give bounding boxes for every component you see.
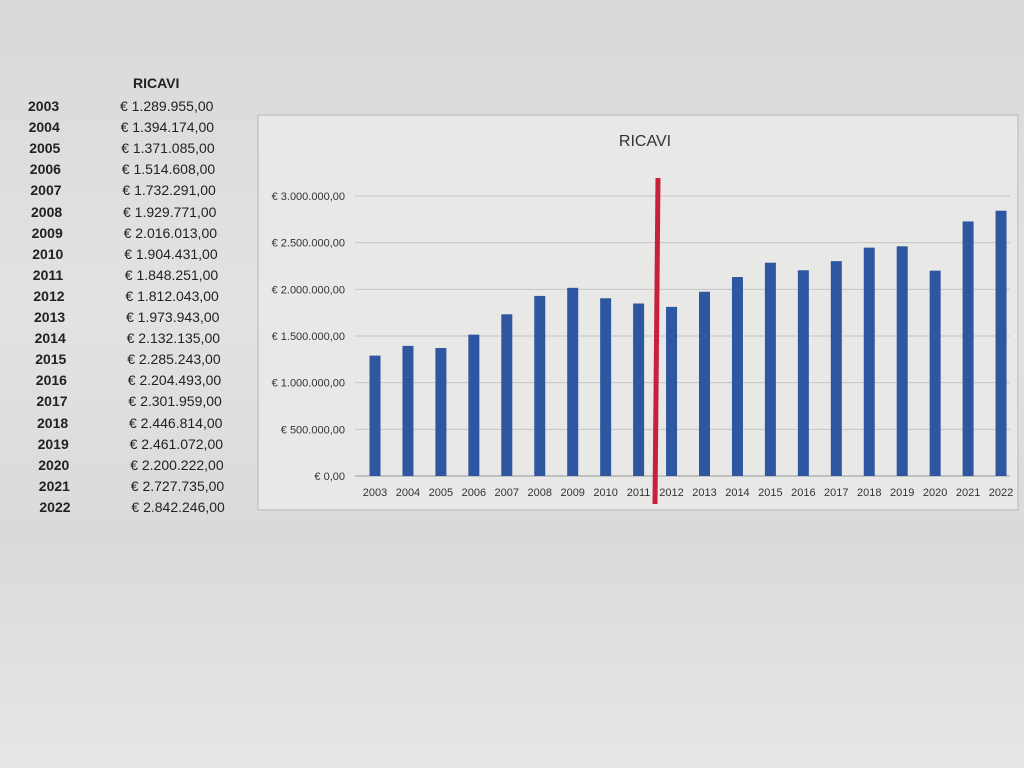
- red-marker-line: [652, 177, 661, 505]
- table-value: € 2.461.072,00: [129, 435, 224, 452]
- table-year: 2007: [30, 182, 62, 199]
- table-year: 2015: [35, 351, 67, 368]
- table-value: € 2.301.959,00: [128, 393, 222, 410]
- table-year: 2014: [34, 330, 66, 347]
- y-tick-label: € 1.500.000,00: [272, 331, 345, 343]
- x-tick-label: 2016: [791, 487, 815, 499]
- bar-2014: [731, 277, 743, 476]
- bar-2018: [863, 247, 875, 476]
- x-tick-label: 2020: [923, 487, 947, 499]
- table-value: € 2.727.735,00: [130, 477, 225, 494]
- table-value: € 1.514.608,00: [121, 161, 216, 178]
- table-value: € 1.904.431,00: [124, 245, 218, 262]
- table-value: € 1.848.251,00: [124, 266, 219, 283]
- x-tick-label: 2021: [956, 487, 980, 499]
- bar-2004: [402, 345, 414, 476]
- table-year: 2016: [35, 372, 67, 389]
- bar-2016: [797, 270, 809, 476]
- x-tick-label: 2014: [725, 487, 749, 499]
- x-tick-label: 2017: [824, 487, 848, 499]
- table-value: € 2.132.135,00: [126, 330, 221, 347]
- table-value: € 1.973.943,00: [126, 309, 220, 325]
- table-year: 2003: [28, 98, 60, 114]
- x-tick-label: 2005: [429, 487, 453, 499]
- table-value: € 1.812.043,00: [125, 287, 219, 304]
- table-year: 2010: [32, 245, 64, 262]
- table-value: € 2.842.246,00: [131, 498, 225, 515]
- table-value: € 2.446.814,00: [129, 414, 223, 431]
- bar-2010: [600, 298, 612, 476]
- bar-2015: [764, 262, 776, 476]
- x-tick-label: 2022: [989, 487, 1013, 499]
- table-value: € 2.016.013,00: [123, 224, 218, 241]
- y-tick-label: € 3.000.000,00: [272, 191, 345, 203]
- y-tick-label: € 2.000.000,00: [272, 284, 345, 296]
- x-tick-label: 2010: [593, 487, 617, 499]
- bar-2012: [666, 306, 678, 476]
- x-tick-label: 2015: [758, 487, 782, 499]
- bar-2017: [830, 261, 842, 476]
- table-value: € 2.204.493,00: [127, 372, 222, 389]
- x-tick-label: 2018: [857, 487, 881, 499]
- table-value: € 1.732.291,00: [122, 182, 216, 199]
- y-tick-label: € 2.500.000,00: [272, 238, 345, 250]
- table-year: 2004: [28, 119, 60, 136]
- bar-2009: [567, 287, 579, 476]
- table-year: 2018: [37, 414, 69, 431]
- table-year: 2020: [38, 456, 70, 473]
- table-year: 2019: [37, 435, 69, 452]
- bar-2006: [468, 334, 480, 476]
- table-value: € 1.371.085,00: [121, 140, 215, 157]
- table-value: € 1.929.771,00: [123, 203, 217, 220]
- table-year: 2006: [29, 161, 61, 178]
- x-tick-label: 2013: [692, 487, 716, 499]
- x-tick-label: 2004: [396, 487, 420, 499]
- bar-2019: [896, 246, 908, 476]
- table-year: 2011: [32, 266, 64, 283]
- x-tick-label: 2012: [659, 487, 683, 499]
- chart-title: RICAVI: [619, 133, 671, 150]
- table-value: € 1.394.174,00: [120, 119, 215, 136]
- x-tick-label: 2003: [363, 487, 387, 499]
- x-tick-label: 2006: [462, 487, 486, 499]
- table-header: RICAVI: [133, 75, 180, 91]
- table-year: 2022: [39, 498, 71, 515]
- bar-2013: [699, 291, 710, 476]
- y-tick-label: € 1.000.000,00: [272, 378, 345, 390]
- x-tick-label: 2007: [495, 487, 519, 499]
- bar-2022: [995, 210, 1007, 477]
- table-year: 2008: [31, 203, 63, 220]
- table-year: 2021: [38, 477, 70, 494]
- table-year: 2012: [33, 287, 65, 304]
- table-year: 2013: [34, 309, 66, 325]
- bar-2003: [369, 355, 381, 476]
- table-value: € 1.289.955,00: [120, 98, 214, 114]
- x-tick-label: 2008: [528, 487, 552, 499]
- x-tick-label: 2019: [890, 487, 914, 499]
- bar-2020: [929, 270, 941, 476]
- table-year: 2017: [36, 393, 68, 410]
- x-tick-label: 2011: [627, 487, 651, 499]
- table-year: 2005: [29, 140, 61, 157]
- x-tick-label: 2009: [560, 487, 584, 499]
- bar-2007: [501, 314, 513, 476]
- table-value: € 2.200.222,00: [130, 456, 224, 473]
- bar-2021: [962, 221, 974, 476]
- bar-2008: [534, 295, 546, 476]
- y-tick-label: € 500.000,00: [281, 424, 345, 436]
- bar-2011: [633, 303, 645, 476]
- y-tick-label: € 0,00: [314, 471, 345, 483]
- table-year: 2009: [31, 224, 63, 241]
- table-value: € 2.285.243,00: [127, 351, 221, 368]
- bar-2005: [435, 348, 447, 476]
